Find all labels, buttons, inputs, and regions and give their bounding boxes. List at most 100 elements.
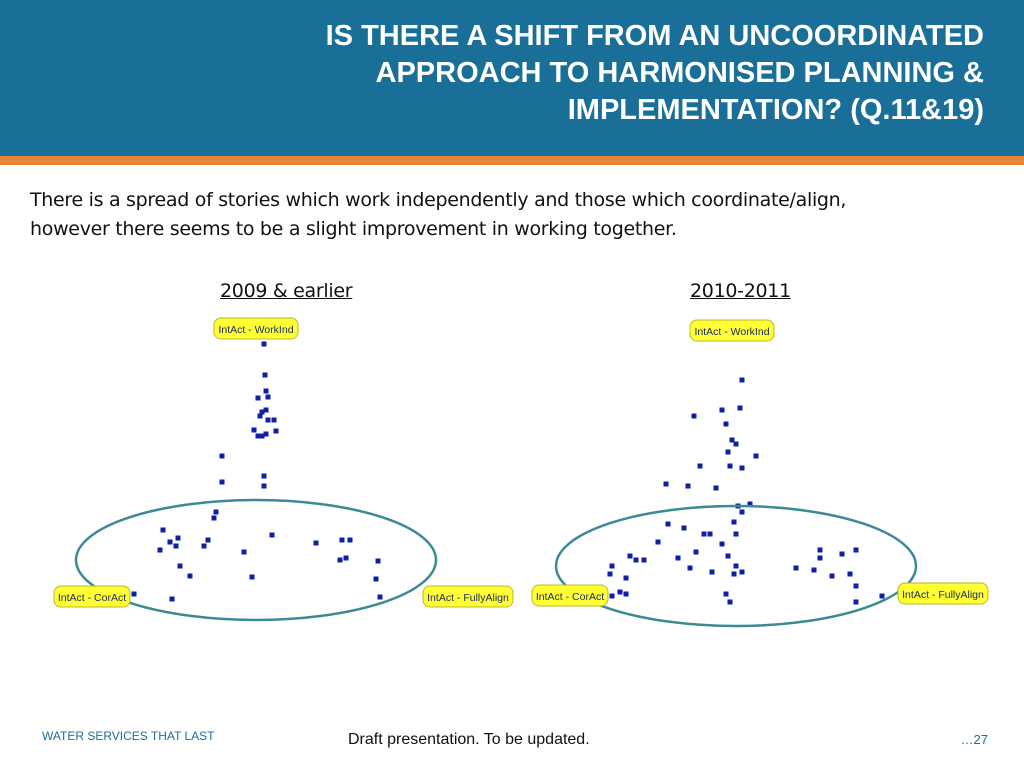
slide-title-line: IMPLEMENTATION? (Q.11&19) (567, 94, 984, 126)
scatter-point (219, 479, 225, 485)
scatter-point (817, 547, 823, 553)
scatter-point (343, 555, 349, 561)
scatter-point (663, 481, 669, 487)
scatter-panel-0: IntAct - WorkInd IntAct - CorAct IntAct - … (53, 317, 514, 622)
scatter-point (377, 594, 383, 600)
scatter-point (847, 571, 853, 577)
intro-text: There is a spread of stories which work … (30, 186, 990, 244)
scatter-point (739, 569, 745, 575)
scatter-point (727, 463, 733, 469)
scatter-point (853, 547, 859, 553)
scatter-point (723, 591, 729, 597)
scatter-point (811, 567, 817, 573)
scatter-point (739, 377, 745, 383)
scatter-point (733, 563, 739, 569)
corner-label-box (53, 585, 131, 608)
corner-label-box (531, 584, 609, 607)
scatter-point (265, 417, 271, 423)
scatter-point (175, 535, 181, 541)
corner-label-right: IntAct - FullyAlign (902, 589, 984, 601)
scatter-point (269, 532, 275, 538)
scatter-point (263, 388, 269, 394)
scatter-point (665, 521, 671, 527)
scatter-point (739, 465, 745, 471)
scatter-point (339, 537, 345, 543)
corner-label-top: IntAct - WorkInd (218, 324, 293, 336)
scatter-point (719, 541, 725, 547)
scatter-point (219, 453, 225, 459)
scatter-point (257, 413, 263, 419)
scatter-point (693, 549, 699, 555)
scatter-point (265, 394, 271, 400)
scatter-point (262, 372, 268, 378)
scatter-point (169, 596, 175, 602)
corner-label-left: IntAct - CorAct (536, 591, 604, 603)
scatter-point (725, 449, 731, 455)
scatter-point (727, 599, 733, 605)
intro-line: however there seems to be a slight impro… (30, 218, 677, 240)
cluster-ellipse (554, 504, 918, 628)
scatter-point (263, 431, 269, 437)
scatter-point (249, 574, 255, 580)
scatter-point (609, 593, 615, 599)
scatter-point (733, 531, 739, 537)
footer-note: Draft presentation. To be updated. (348, 731, 590, 748)
scatter-point (201, 543, 207, 549)
scatter-point (731, 571, 737, 577)
panel-title-2009: 2009 & earlier (220, 280, 353, 302)
cluster-ellipse (74, 498, 438, 622)
scatter-panel-1: IntAct - WorkInd IntAct - CorAct IntAct - … (531, 319, 989, 628)
scatter-point (375, 558, 381, 564)
scatter-point (747, 501, 753, 507)
scatter-point (259, 433, 265, 439)
intro-line: There is a spread of stories which work … (30, 189, 847, 211)
scatter-point (617, 589, 623, 595)
scatter-point (641, 557, 647, 563)
scatter-point (177, 563, 183, 569)
scatter-point (709, 569, 715, 575)
slide-title-line: APPROACH TO HARMONISED PLANNING & (375, 57, 985, 89)
scatter-point (817, 555, 823, 561)
scatter-point (347, 537, 353, 543)
scatter-point (713, 485, 719, 491)
header-banner (0, 0, 1024, 158)
scatter-point (691, 413, 697, 419)
slide-title-line: IS THERE A SHIFT FROM AN UNCOORDINATED (325, 20, 984, 52)
scatter-point (753, 453, 759, 459)
scatter-point (273, 428, 279, 434)
scatter-point (373, 576, 379, 582)
scatter-point (723, 421, 729, 427)
scatter-point (263, 407, 269, 413)
scatter-point (681, 525, 687, 531)
scatter-point (337, 557, 343, 563)
scatter-point (687, 565, 693, 571)
scatter-point (213, 509, 219, 515)
panel-title-2010: 2010-2011 (690, 280, 791, 302)
scatter-point (725, 553, 731, 559)
scatter-point (609, 563, 615, 569)
scatter-point (261, 341, 267, 347)
footer-brand: WATER SERVICES THAT LAST (42, 729, 215, 743)
scatter-point (879, 593, 885, 599)
corner-label-box (689, 319, 775, 342)
scatter-point (707, 531, 713, 537)
scatter-point (697, 463, 703, 469)
scatter-point (160, 527, 166, 533)
page-number: …27 (960, 732, 988, 747)
scatter-point (685, 483, 691, 489)
scatter-point (719, 407, 725, 413)
scatter-point (853, 583, 859, 589)
scatter-point (271, 417, 277, 423)
scatter-point (793, 565, 799, 571)
scatter-point (173, 543, 179, 549)
scatter-point (623, 575, 629, 581)
scatter-point (829, 573, 835, 579)
slide-title: IS THERE A SHIFT FROM AN UNCOORDINATED A… (84, 18, 984, 129)
header-accent-bar (0, 156, 1024, 165)
scatter-point (627, 553, 633, 559)
scatter-point (729, 437, 735, 443)
corner-label-box (422, 585, 514, 608)
scatter-point (259, 409, 265, 415)
corner-label-left: IntAct - CorAct (58, 592, 126, 604)
